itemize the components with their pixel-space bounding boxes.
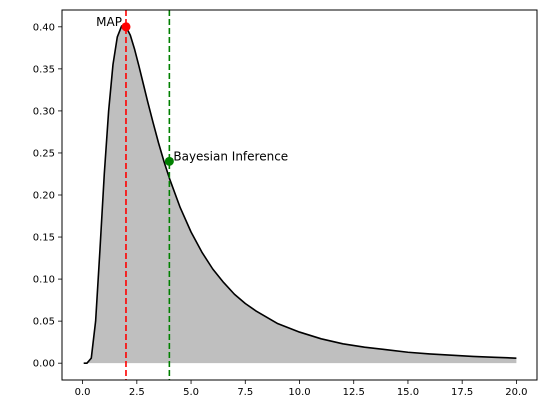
y-tick-label: 0.25: [33, 148, 55, 159]
x-tick-label: 2.5: [129, 387, 145, 398]
plot-area: [83, 10, 517, 380]
series-0-line: [83, 25, 517, 364]
point-1-label: Bayesian Inference: [173, 149, 288, 163]
x-tick-label: 0.0: [75, 387, 91, 398]
y-tick-label: 0.20: [33, 191, 55, 202]
x-tick-label: 17.5: [451, 387, 473, 398]
x-tick-label: 7.5: [237, 387, 253, 398]
y-tick-label: 0.15: [33, 233, 55, 244]
y-tick-label: 0.10: [33, 275, 55, 286]
x-tick-label: 20.0: [505, 387, 527, 398]
x-tick-label: 15.0: [397, 387, 419, 398]
annotations: MAP Bayesian Inference: [96, 15, 288, 166]
y-tick-label: 0.35: [33, 64, 55, 75]
point-0-label: MAP: [96, 15, 122, 29]
x-tick-label: 10.0: [288, 387, 310, 398]
point-1: [164, 156, 174, 166]
point-0: [121, 22, 131, 32]
y-tick-label: 0.00: [33, 359, 55, 370]
x-tick-label: 5.0: [183, 387, 199, 398]
series-0-area: [83, 25, 517, 364]
axis-ticks: 0.0 2.5 5.0 7.5 10.0 12.5 15.0 17.5 20.0 0.00 0.05…: [33, 22, 528, 398]
y-tick-label: 0.30: [33, 106, 55, 117]
y-tick-label: 0.05: [33, 317, 55, 328]
y-tick-label: 0.40: [33, 22, 55, 33]
x-tick-label: 12.5: [343, 387, 365, 398]
